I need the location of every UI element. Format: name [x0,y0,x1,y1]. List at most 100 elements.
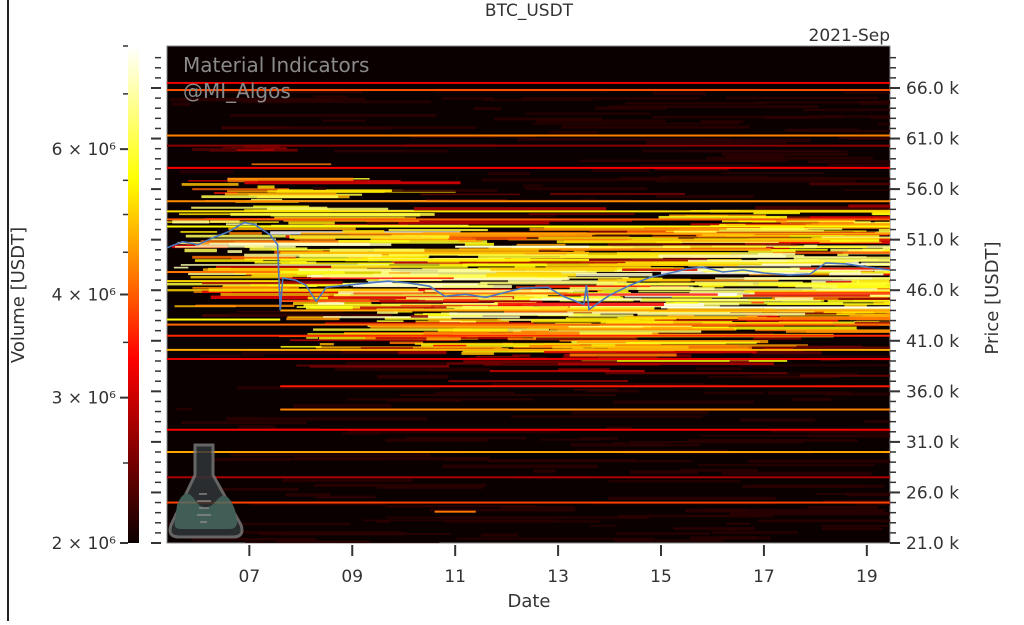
heatmap-cell [772,251,890,254]
heatmap-cell [565,317,677,321]
heatmap-cell [625,315,758,320]
heatmap-cell [446,362,502,365]
heatmap-cell [259,532,406,536]
heatmap-cell [640,300,821,302]
heatmap-cell [482,99,594,101]
heatmap-cell [362,519,557,522]
heatmap-cell [435,391,515,394]
colorbar-tick-label: 6 × 10⁶ [52,140,116,160]
heatmap-cell [758,519,890,523]
heatmap-cell [428,319,501,321]
heatmap-cell [294,237,336,241]
heatmap-cell [872,211,890,216]
heatmap-cell [612,400,755,404]
heatmap-cell [615,532,710,535]
heatmap-cell [213,457,291,462]
heatmap-cell [857,269,874,273]
heatmap-cell [333,294,549,297]
heatmap-cell [569,287,715,290]
heatmap-cell [606,246,790,250]
heatmap-cell [746,319,839,322]
heatmap-cell [799,374,890,377]
liquidity-band [167,134,890,137]
heatmap-cell [655,194,754,198]
heatmap-cell [749,346,890,349]
heatmap-cell [517,137,731,141]
price-tick-label: 26.0 k [906,483,959,503]
heatmap-cell [686,439,858,442]
heatmap-cell [864,420,890,423]
heatmap-cell [429,508,576,512]
heatmap-cell [843,189,890,191]
price-tick-label: 56.0 k [906,180,959,200]
heatmap-cell [653,91,706,96]
date-tick-label: 11 [444,567,466,587]
heatmap-cell [535,337,638,340]
heatmap-cell [779,216,822,219]
heatmap-cell [606,426,632,431]
heatmap-cell [190,275,293,279]
heatmap-cell [311,306,361,309]
heatmap-cell [765,115,821,119]
heatmap-cell [591,168,650,172]
liquidity-band [167,348,890,351]
heatmap-cell [442,97,494,100]
heatmap-cell [522,184,544,187]
heatmap-cell [352,306,447,310]
liquidity-band [280,309,890,312]
heatmap-cell [410,315,429,318]
liquidity-band [167,144,890,147]
heatmap-cell [827,299,890,303]
heatmap-cell [750,355,890,358]
heatmap-cell [715,277,873,280]
liquidity-band [167,166,890,169]
heatmap-cell [883,273,890,276]
heatmap-cell [192,188,289,191]
heatmap-cell [658,215,787,219]
heatmap-cell [725,269,890,271]
heatmap-cell [313,95,348,98]
liquidity-band [167,218,890,221]
heatmap-cell [688,264,812,267]
heatmap-cell [386,505,538,508]
heatmap-cell [655,180,856,183]
heatmap-cell [254,260,307,264]
watermark-line2: @MI_Algos [183,79,291,103]
heatmap-cell [487,460,692,463]
heatmap-cell [855,502,890,506]
date-axis: 07 09 11 13 15 17 19 [239,545,878,587]
heatmap-cell [342,230,385,233]
heatmap-cell [512,354,531,357]
liquidity-band [280,385,890,388]
heatmap-cell [561,248,772,251]
heatmap-cell [608,105,819,108]
watermark-line1: Material Indicators [183,53,369,77]
heatmap-cell [690,288,878,291]
heatmap-cell [236,149,275,151]
heatmap-cell [347,430,560,434]
heatmap-cell [513,330,702,334]
heatmap-cell [195,304,295,308]
heatmap-cell [773,246,868,248]
heatmap-cell [696,367,742,371]
heatmap-cell [233,417,258,421]
heatmap-cell [201,195,339,199]
heatmap-cell [533,469,556,473]
heatmap-cell [444,520,600,523]
heatmap-cell [579,437,619,440]
price-tick-label: 66.0 k [906,79,959,99]
heatmap-cell [613,442,627,445]
heatmap-cell [753,210,800,215]
chart-title: BTC_USDT [485,1,574,21]
heatmap-cell [298,268,513,272]
heatmap-cell [180,231,218,233]
flask-icon [168,443,244,539]
heatmap-cell [589,298,712,301]
heatmap-cell [490,267,617,271]
date-tick-label: 17 [753,567,775,587]
heatmap-cell [341,432,381,435]
colorbar-ticks: 2 × 10⁶ 3 × 10⁶ 4 × 10⁶ 6 × 10⁶ [52,45,128,554]
heatmap-cell [469,356,547,359]
heatmap-cell [803,108,890,112]
